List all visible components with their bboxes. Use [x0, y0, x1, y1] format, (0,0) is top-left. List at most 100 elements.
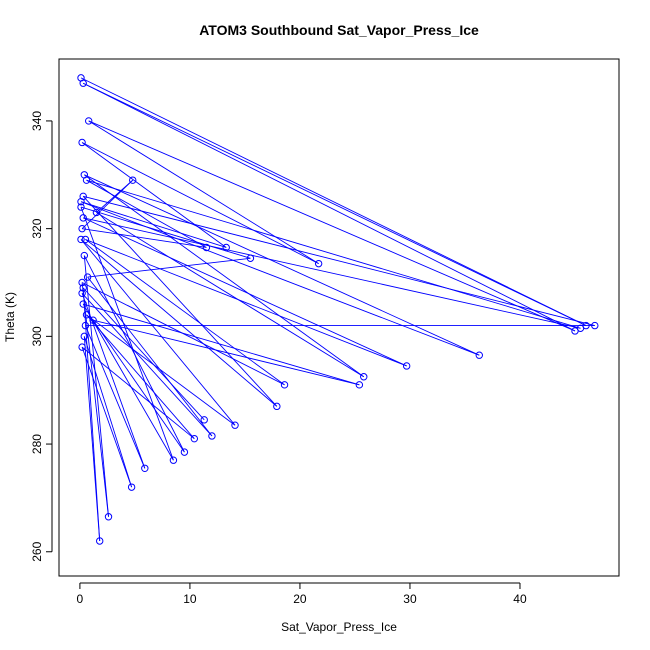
data-point [78, 278, 86, 287]
series-segment [83, 217, 581, 329]
data-point [222, 243, 230, 252]
data-point [576, 324, 585, 332]
series-segment [92, 319, 185, 453]
data-point [402, 362, 411, 370]
x-tick-label: 0 [77, 592, 84, 606]
plot-area [77, 74, 599, 545]
series-segment [88, 120, 319, 265]
series-segment [81, 346, 133, 488]
series-segment [80, 77, 587, 326]
series-segment [81, 292, 213, 437]
series-segment [80, 206, 174, 461]
x-axis: 0 10 20 30 40 [77, 582, 527, 606]
data-point [200, 416, 208, 424]
series-segment [83, 303, 360, 386]
series-segment [81, 142, 227, 248]
data-point [104, 513, 113, 521]
data-point [78, 138, 86, 147]
data-point [141, 464, 149, 472]
series-segment [82, 303, 174, 461]
data-point [355, 381, 364, 389]
data-point [81, 321, 90, 330]
data-point [190, 434, 199, 443]
x-tick-label: 10 [183, 592, 197, 606]
data-point [591, 321, 599, 330]
data-point [79, 79, 87, 87]
data-point [77, 203, 85, 211]
plot-frame [58, 58, 620, 577]
data-point [82, 311, 91, 319]
y-tick-label: 280 [30, 434, 44, 454]
series-segment [81, 179, 134, 229]
data-point [79, 284, 87, 292]
data-point [80, 332, 89, 341]
y-axis: 260 280 300 320 340 [30, 111, 53, 562]
data-point [129, 176, 137, 184]
data-point [280, 381, 289, 389]
data-point [78, 343, 86, 351]
data-point [79, 192, 87, 201]
y-tick-label: 300 [30, 326, 44, 346]
data-point [79, 300, 87, 308]
data-point [92, 208, 101, 217]
series-segment [80, 239, 236, 426]
data-point [77, 235, 85, 244]
series-segment [86, 314, 195, 439]
series-segment [82, 287, 101, 542]
data-point [80, 251, 89, 260]
series-segment [86, 179, 207, 248]
series-segment [80, 239, 278, 407]
data-point [81, 235, 90, 244]
series-segment [86, 314, 236, 426]
series-segment [84, 325, 146, 469]
y-tick-label: 340 [30, 111, 44, 131]
data-point [85, 117, 93, 125]
series-segment [81, 346, 195, 440]
x-axis-label: Sat_Vapor_Press_Ice [281, 620, 397, 634]
x-tick-label: 40 [513, 592, 527, 606]
series-segment [87, 257, 251, 278]
data-point [314, 259, 323, 268]
y-tick-label: 320 [30, 218, 44, 238]
data-point [180, 448, 189, 456]
data-point [83, 273, 92, 281]
y-axis-label: Theta (K) [3, 292, 17, 342]
series-segment [83, 82, 587, 326]
data-point [169, 456, 178, 464]
data-point [89, 316, 97, 324]
data-point [360, 373, 368, 381]
series-segment [83, 82, 576, 332]
data-point [78, 289, 86, 297]
data-point [79, 214, 87, 222]
series-segment [85, 238, 407, 367]
data-point [96, 537, 104, 545]
data-point [273, 402, 281, 411]
chart-title: ATOM3 Southbound Sat_Vapor_Press_Ice [199, 22, 479, 38]
data-point [127, 483, 136, 491]
series-segment [83, 336, 133, 488]
series-segment [84, 174, 480, 356]
data-point [475, 351, 483, 359]
series-segment [81, 142, 319, 265]
series-segment [82, 228, 207, 248]
series-segment [81, 282, 109, 517]
x-tick-label: 20 [293, 592, 307, 606]
series-segment [92, 319, 360, 386]
data-point [82, 176, 91, 184]
data-point [231, 421, 239, 429]
series-segment [85, 239, 285, 386]
series-segment [88, 120, 576, 332]
series-segment [86, 179, 581, 329]
series-segment [82, 287, 205, 421]
data-point [208, 432, 216, 440]
data-point [246, 254, 255, 262]
series-segment [82, 196, 278, 407]
y-tick-label: 260 [30, 541, 44, 561]
x-tick-label: 30 [403, 592, 417, 606]
data-point [78, 224, 86, 233]
series-segment [83, 195, 595, 327]
series-segment [83, 217, 407, 367]
series-segment [80, 206, 251, 259]
series-segment [87, 276, 213, 437]
